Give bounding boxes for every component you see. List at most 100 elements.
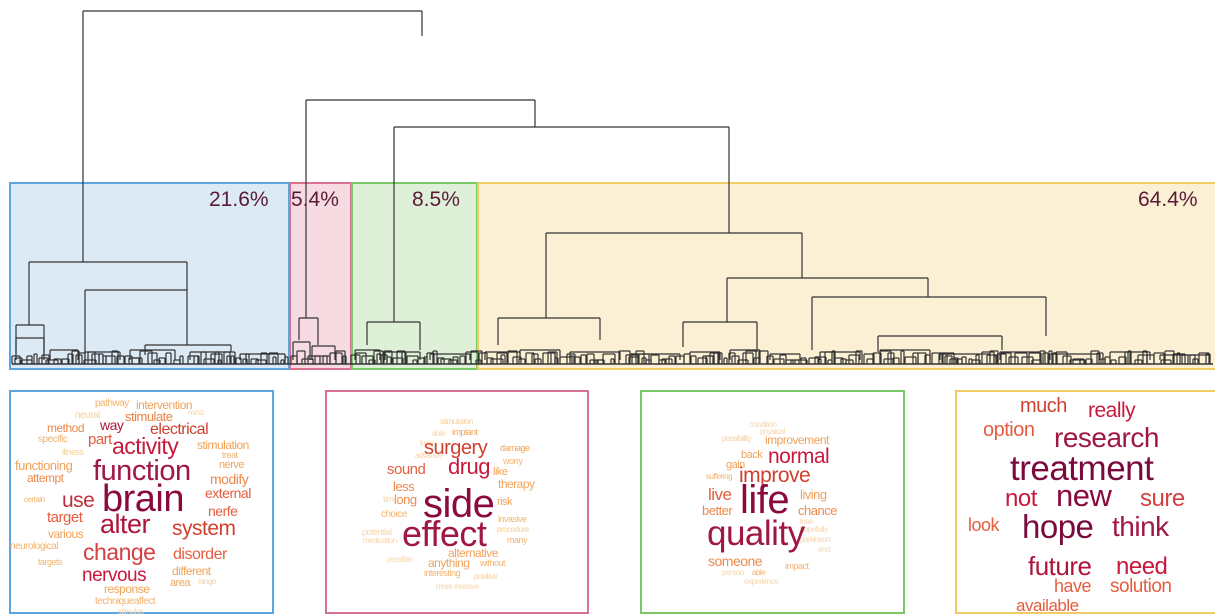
wordcloud-word-yellow: research <box>1054 422 1159 453</box>
wordcloud-word-yellow: solution <box>1110 576 1172 597</box>
wordcloud-word-green: chance <box>798 503 837 518</box>
wordcloud-word-blue: stimulus <box>118 607 144 616</box>
wordcloud-word-green: able <box>752 568 766 577</box>
wordcloud-word-blue: range <box>198 577 216 586</box>
wordcloud-word-blue: neural <box>75 410 100 421</box>
wordcloud-word-yellow: hope <box>1022 508 1094 545</box>
wordcloud-word-green: suffering <box>706 472 733 481</box>
wordcloud-word-yellow: much <box>1020 395 1067 417</box>
wordcloud-word-blue: neurological <box>10 541 58 552</box>
wordcloud-word-blue: way <box>100 417 124 433</box>
wordcloud-word-blue: alter <box>100 509 151 539</box>
wordcloud-word-blue: external <box>205 485 251 501</box>
wordcloud-word-yellow: really <box>1088 399 1136 422</box>
wordcloud-word-green: possibility <box>722 434 752 443</box>
wordcloud-word-pink: surgery <box>424 437 488 459</box>
wordcloud-word-blue: pathway <box>95 398 129 409</box>
wordcloud-box-yellow <box>955 390 1215 614</box>
wordcloud-word-green: quality <box>707 514 805 553</box>
wordcloud-word-pink: anything <box>428 556 470 570</box>
wordcloud-word-yellow: not <box>1005 485 1037 512</box>
wordcloud-word-pink: drug <box>448 454 491 479</box>
wordcloud-word-pink: alternative <box>448 546 498 560</box>
wordcloud-word-blue: change <box>83 539 156 565</box>
wordcloud-word-pink: stimulation <box>440 417 473 426</box>
cluster-percent-blue: 21.6% <box>209 188 269 211</box>
wordcloud-word-blue: response <box>104 582 150 596</box>
wordcloud-word-pink: sound <box>387 461 426 478</box>
wordcloud-word-blue: techniqueaffect <box>95 596 156 607</box>
wordcloud-word-pink: side <box>423 482 495 526</box>
wordcloud-word-green: live <box>708 485 732 504</box>
wordcloud-word-blue: targets <box>38 557 63 567</box>
wordcloud-word-green: someone <box>708 553 763 569</box>
wordcloud-word-blue: different <box>172 564 211 578</box>
wordcloud-word-blue: certain <box>24 495 45 504</box>
wordcloud-word-green: gain <box>726 459 745 471</box>
wordcloud-word-green: hopefully <box>800 525 828 534</box>
wordcloud-word-blue: nerve <box>219 459 245 471</box>
wordcloud-word-blue: system <box>172 517 236 540</box>
wordcloud-word-blue: treat <box>222 450 238 460</box>
wordcloud-word-pink: worry <box>503 456 523 466</box>
wordcloud-word-green: life <box>740 478 790 522</box>
wordcloud-word-green: impact <box>785 561 809 571</box>
wordcloud-word-green: experience <box>744 577 779 586</box>
wordcloud-word-blue: illness <box>62 447 84 457</box>
wordcloud-word-blue: attempt <box>27 471 64 485</box>
wordcloud-word-blue: activity <box>112 433 179 459</box>
wordcloud-word-pink: medication <box>363 536 397 545</box>
wordcloud-word-blue: disorder <box>173 546 227 563</box>
wordcloud-word-green: normal <box>768 445 830 468</box>
wordcloud-word-blue: part <box>88 431 112 448</box>
wordcloud-word-pink: advance <box>415 451 442 460</box>
cluster-percent-green: 8.5% <box>412 188 460 211</box>
wordcloud-word-green: living <box>800 487 827 502</box>
wordcloud-word-blue: area <box>170 577 191 589</box>
wordcloud-word-green: better <box>702 503 733 518</box>
wordcloud-word-yellow: new <box>1056 478 1112 513</box>
wordcloud-box-blue <box>9 390 274 614</box>
wordcloud-word-pink: implant <box>452 427 478 437</box>
wordcloud-word-pink: damage <box>500 443 530 453</box>
wordcloud-word-blue: nerfe <box>208 503 238 519</box>
wordcloud-word-blue: modify <box>210 471 249 487</box>
wordcloud-word-pink: choice <box>381 509 407 520</box>
wordcloud-word-green: back <box>741 449 763 461</box>
wordcloud-word-green: improvement <box>765 433 829 447</box>
cluster-band-green <box>351 182 478 370</box>
wordcloud-word-pink: more invasive <box>436 582 479 591</box>
wordcloud-word-blue: method <box>47 421 85 435</box>
wordcloud-word-pink: less <box>393 479 415 494</box>
wordcloud-word-blue: target <box>47 509 83 526</box>
wordcloud-word-blue: various <box>48 527 84 541</box>
cluster-percent-pink: 5.4% <box>291 188 339 211</box>
wordcloud-word-pink: risk <box>497 496 513 508</box>
wordcloud-word-green: lose <box>800 517 813 526</box>
wordcloud-word-pink: positive <box>474 572 498 581</box>
wordcloud-word-pink: many <box>507 535 528 545</box>
wordcloud-word-yellow: have <box>1054 576 1092 596</box>
wordcloud-word-blue: mind <box>188 408 204 417</box>
wordcloud-word-green: improve <box>739 464 811 487</box>
wordcloud-word-pink: without <box>480 558 506 568</box>
wordcloud-word-pink: possible <box>387 555 413 564</box>
wordcloud-word-pink: long <box>420 439 434 448</box>
wordcloud-word-blue: specific <box>38 434 68 445</box>
wordcloud-word-blue: nervous <box>82 565 147 586</box>
wordcloud-word-blue: stimulation <box>197 438 249 452</box>
wordcloud-word-blue: stimulate <box>125 409 173 424</box>
wordcloud-word-pink: potential <box>362 527 392 537</box>
dendrogram-tree <box>11 10 1213 365</box>
wordcloud-word-yellow: think <box>1112 511 1169 542</box>
wordcloud-word-blue: electrical <box>150 421 209 438</box>
wordcloud-word-yellow: option <box>983 419 1035 441</box>
wordcloud-word-yellow: need <box>1116 553 1168 580</box>
wordcloud-word-yellow: available <box>1016 596 1079 615</box>
wordcloud-word-green: condition <box>749 420 777 429</box>
cluster-percent-yellow: 64.4% <box>1138 188 1198 211</box>
wordcloud-word-pink: interesting <box>424 568 461 578</box>
wordcloud-word-yellow: future <box>1028 551 1092 581</box>
wordcloud-word-blue: functioning <box>15 458 73 473</box>
